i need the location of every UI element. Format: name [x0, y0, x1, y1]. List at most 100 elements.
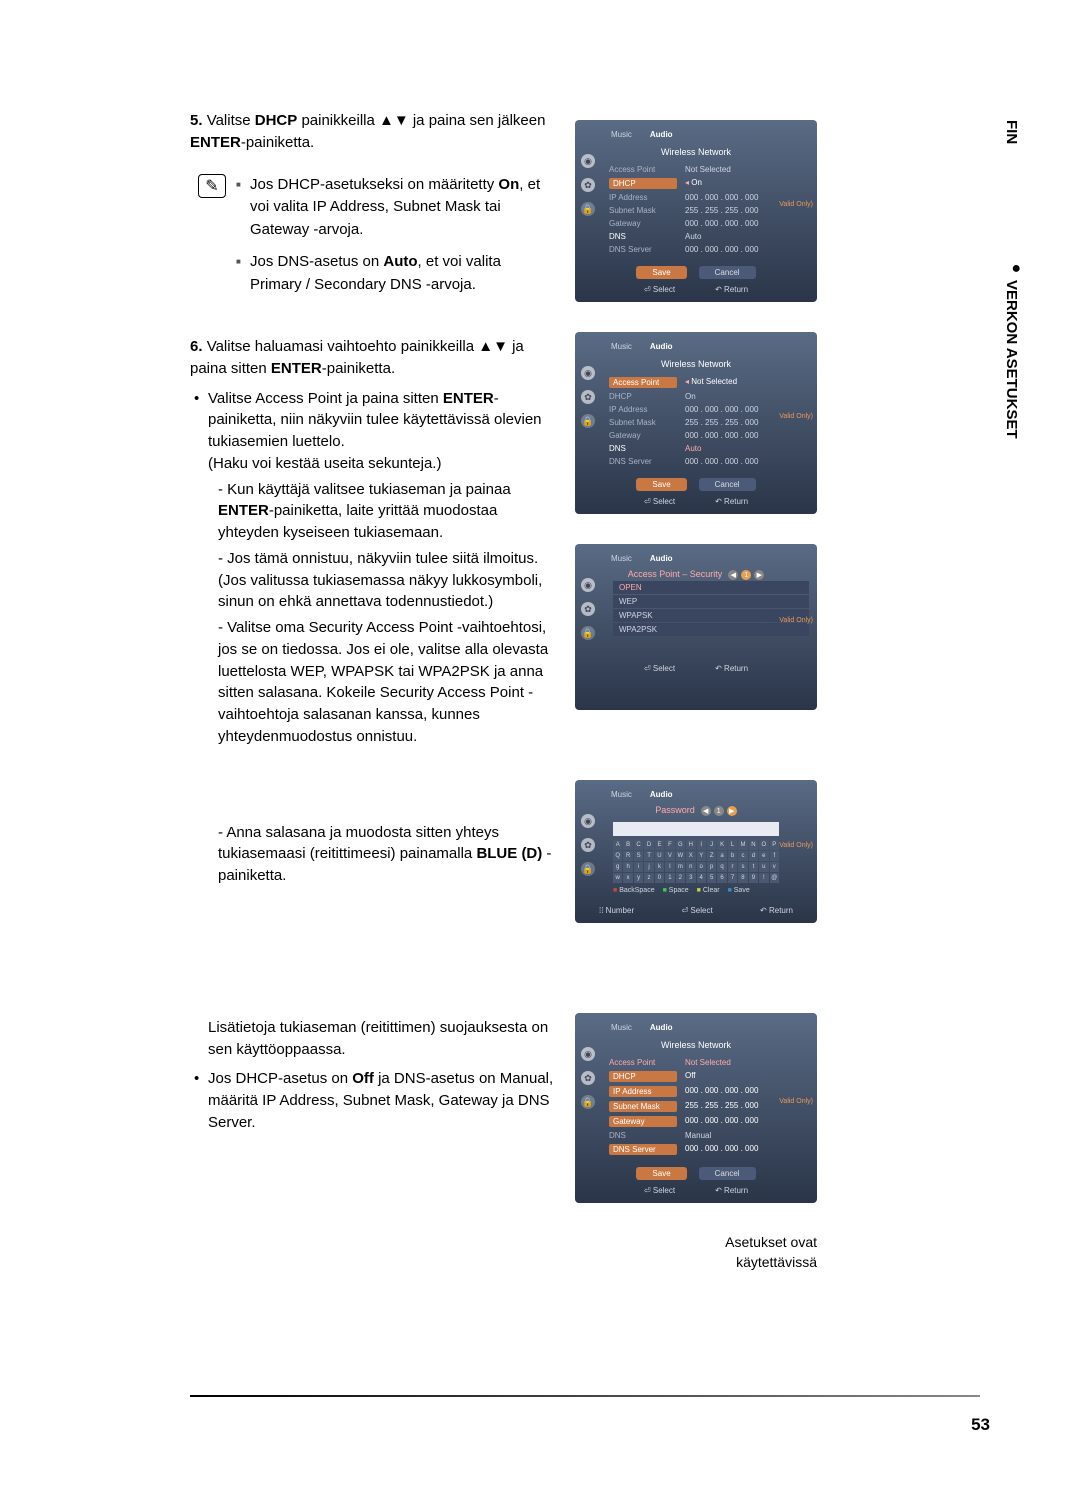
screen-dhcp-off: MusicAudio Wireless Network ◉✿🔒 Access P…: [575, 1013, 817, 1203]
step-6-b: -painiketta.: [322, 360, 395, 377]
row-dnss-val-2: 000 . 000 . 000 . 000: [685, 457, 758, 466]
row-ip-val-5: 000 . 000 . 000 . 000: [685, 1086, 758, 1097]
row-gw-label: Gateway: [609, 219, 677, 228]
kb-backspace[interactable]: BackSpace: [613, 887, 655, 894]
screen-security: MusicAudio Access Point – Security◀1▶ ◉✿…: [575, 544, 817, 710]
step-6-d4: - Anna salasana ja muodosta sitten yhtey…: [190, 822, 560, 887]
scr-title-2: Wireless Network: [583, 359, 809, 369]
note-icon: ✎: [198, 174, 226, 198]
gear-icon-3: ✿: [581, 602, 595, 616]
row-ip-val-2: 000 . 000 . 000 . 000: [685, 405, 758, 414]
disc-icon: ◉: [581, 154, 595, 168]
valid-label-3: Valid Only): [779, 617, 813, 624]
save-button[interactable]: Save: [636, 266, 686, 279]
step-5-text-c: -painiketta.: [241, 134, 314, 151]
b2-a: Jos DHCP-asetus on: [208, 1070, 352, 1087]
row-sn-label-2: Subnet Mask: [609, 418, 677, 427]
note-2: Jos DNS-asetus on Auto, et voi valita Pr…: [236, 251, 556, 296]
sec-open[interactable]: OPEN: [613, 581, 809, 594]
row-ip-label-2: IP Address: [609, 405, 677, 414]
row-dns-label-2: DNS: [609, 444, 677, 453]
screen-ap: MusicAudio Wireless Network ◉✿🔒 Access P…: [575, 332, 817, 514]
step-6-num: 6.: [190, 338, 203, 355]
footer-return-2: ↶ Return: [715, 497, 748, 506]
step-5-num: 5.: [190, 112, 203, 129]
row-dhcp-label-5: DHCP: [609, 1071, 677, 1082]
row-ap-label-5: Access Point: [609, 1058, 677, 1067]
save-button-5[interactable]: Save: [636, 1167, 686, 1180]
step-6-d3: - Valitse oma Security Access Point -vai…: [190, 617, 560, 748]
tab-audio-3: Audio: [650, 554, 673, 563]
badge-3: ▶: [754, 570, 764, 580]
row-dnss-val: 000 . 000 . 000 . 000: [685, 245, 758, 254]
router-info: Lisätietoja tukiaseman (reitittimen) suo…: [190, 1017, 560, 1061]
note-1: Jos DHCP-asetukseksi on määritetty On, e…: [236, 174, 556, 242]
kb-space[interactable]: Space: [663, 887, 689, 894]
note-list: Jos DHCP-asetukseksi on määritetty On, e…: [236, 174, 556, 307]
note-1-a: Jos DHCP-asetukseksi on määritetty: [250, 176, 498, 193]
row-ip-label-5: IP Address: [609, 1086, 677, 1097]
footer-rule: [190, 1395, 980, 1397]
row-sn-label-5: Subnet Mask: [609, 1101, 677, 1112]
note-1-on: On: [498, 176, 519, 193]
kb-save[interactable]: Save: [728, 887, 750, 894]
caption-l2: käytettävissä: [736, 1254, 817, 1270]
gear-icon-5: ✿: [581, 1071, 595, 1085]
row-dnss-label: DNS Server: [609, 245, 677, 254]
lang-tab: FIN: [1003, 120, 1020, 144]
note-2-a: Jos DNS-asetus on: [250, 253, 383, 270]
page-number: 53: [971, 1415, 990, 1435]
row-dnss-label-5: DNS Server: [609, 1144, 677, 1155]
d1-enter: ENTER: [218, 502, 269, 519]
badge-5: 1: [714, 806, 724, 816]
cancel-button-5[interactable]: Cancel: [699, 1167, 756, 1180]
keyboard[interactable]: ABCDEFGHIJKLMNOPQRSTUVWXYZabcdefghijklmn…: [613, 840, 779, 883]
row-ip-label: IP Address: [609, 193, 677, 202]
row-dns-label-5: DNS: [609, 1131, 677, 1140]
row-dnss-label-2: DNS Server: [609, 457, 677, 466]
row-ap-val-5: Not Selected: [685, 1058, 731, 1067]
section-tab: VERKON ASETUKSET: [1003, 280, 1020, 439]
row-ap-label: Access Point: [609, 165, 677, 174]
b1-a: Valitse Access Point ja paina sitten: [208, 390, 443, 407]
kb-clear[interactable]: Clear: [697, 887, 720, 894]
cancel-button[interactable]: Cancel: [699, 266, 756, 279]
badge-6: ▶: [727, 806, 737, 816]
row-gw-val-5: 000 . 000 . 000 . 000: [685, 1116, 758, 1127]
b1-enter: ENTER: [443, 390, 494, 407]
row-dns-label: DNS: [609, 232, 677, 241]
lock-icon-4: 🔒: [581, 862, 595, 876]
step-6-d2: - Jos tämä onnistuu, näkyviin tulee siit…: [190, 548, 560, 613]
sec-wep[interactable]: WEP: [613, 595, 809, 608]
side-bullet: ●: [1011, 260, 1021, 278]
save-button-2[interactable]: Save: [636, 478, 686, 491]
tab-music-4: Music: [611, 790, 632, 799]
row-ap-label-2: Access Point: [609, 377, 677, 388]
footer-return-5: ↶ Return: [715, 1186, 748, 1195]
disc-icon-4: ◉: [581, 814, 595, 828]
row-gw-label-5: Gateway: [609, 1116, 677, 1127]
tab-music-5: Music: [611, 1023, 632, 1032]
footer-select: ⏎ Select: [644, 285, 675, 294]
row-sn-val-2: 255 . 255 . 255 . 000: [685, 418, 758, 427]
footer-select-2: ⏎ Select: [644, 497, 675, 506]
password-input[interactable]: [613, 822, 779, 836]
lock-icon-3: 🔒: [581, 626, 595, 640]
step-5-enter: ENTER: [190, 134, 241, 151]
row-sn-val-5: 255 . 255 . 255 . 000: [685, 1101, 758, 1112]
step-6: 6. Valitse haluamasi vaihtoehto painikke…: [190, 336, 560, 1134]
step-6-d1: - Kun käyttäjä valitsee tukiaseman ja pa…: [190, 479, 560, 544]
row-dns-val-2: Auto: [685, 444, 701, 453]
cancel-button-2[interactable]: Cancel: [699, 478, 756, 491]
footer-return-4: ↶ Return: [760, 906, 793, 915]
tab-audio-4: Audio: [650, 790, 673, 799]
tab-music-3: Music: [611, 554, 632, 563]
sec-wpa2psk[interactable]: WPA2PSK: [613, 623, 809, 636]
scr-title: Wireless Network: [583, 147, 809, 157]
lock-icon: 🔒: [581, 202, 595, 216]
row-gw-val: 000 . 000 . 000 . 000: [685, 219, 758, 228]
step-5-dhcp: DHCP: [255, 112, 298, 129]
row-sn-label: Subnet Mask: [609, 206, 677, 215]
step-6-b1c: (Haku voi kestää useita sekunteja.): [190, 453, 560, 475]
row-dhcp-val-5: Off: [685, 1071, 696, 1082]
